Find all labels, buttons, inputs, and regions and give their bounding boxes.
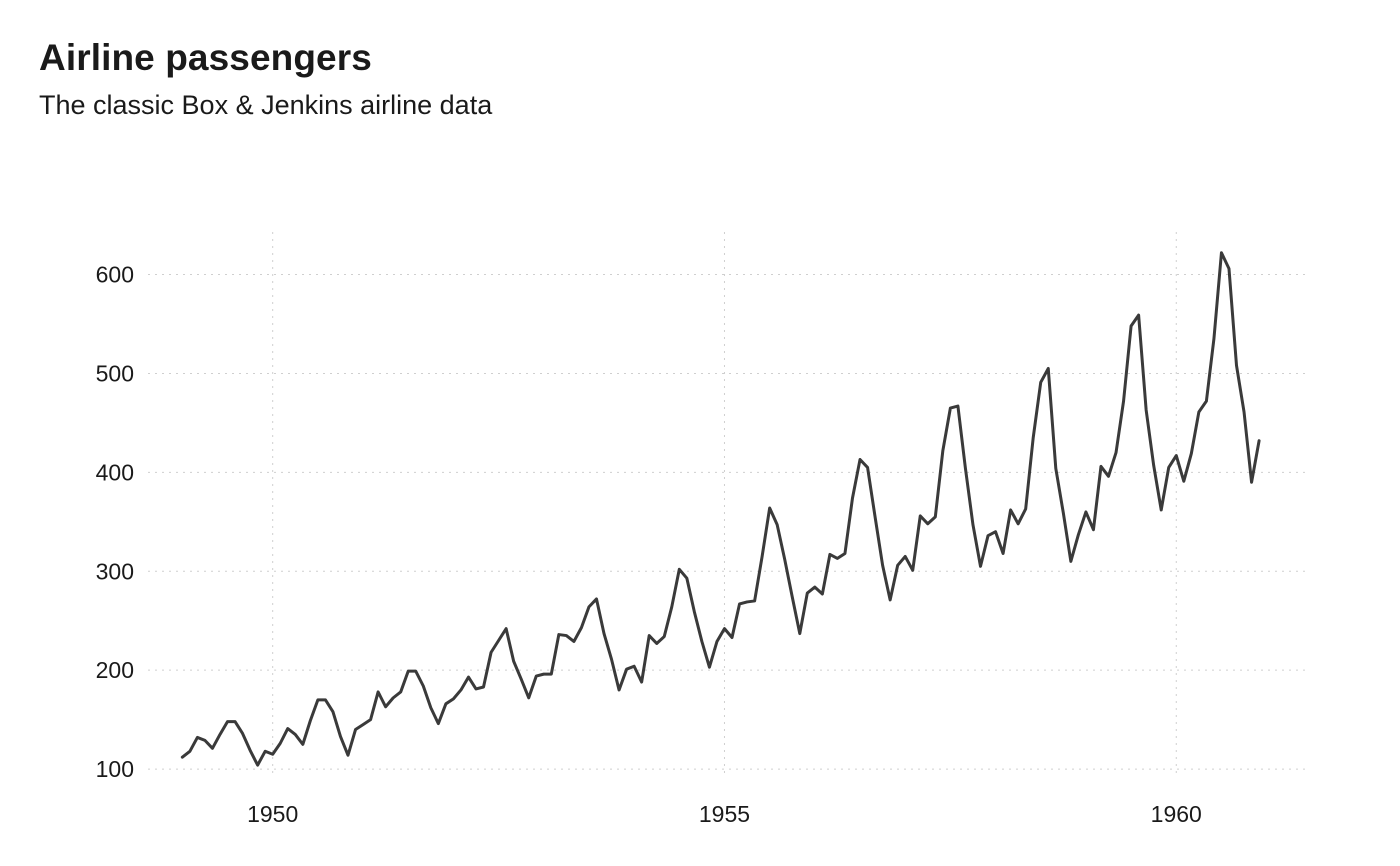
- y-tick-label: 300: [96, 558, 134, 584]
- y-tick-label: 200: [96, 657, 134, 683]
- series-line: [180, 251, 1261, 767]
- x-tick-label: 1950: [247, 801, 298, 827]
- x-tick-label: 1960: [1151, 801, 1202, 827]
- y-tick-labels: 100 200 300 400 500 600: [96, 262, 134, 783]
- chart-subtitle: The classic Box & Jenkins airline data: [39, 90, 493, 120]
- y-tick-label: 400: [96, 459, 134, 485]
- y-tick-label: 600: [96, 262, 134, 288]
- grid-lines: [148, 232, 1310, 777]
- y-tick-label: 100: [96, 756, 134, 782]
- x-tick-labels: 1950 1955 1960: [247, 801, 1202, 827]
- chart-title: Airline passengers: [39, 37, 372, 78]
- x-tick-label: 1955: [699, 801, 750, 827]
- series-lines: [180, 251, 1261, 767]
- y-tick-label: 500: [96, 360, 134, 386]
